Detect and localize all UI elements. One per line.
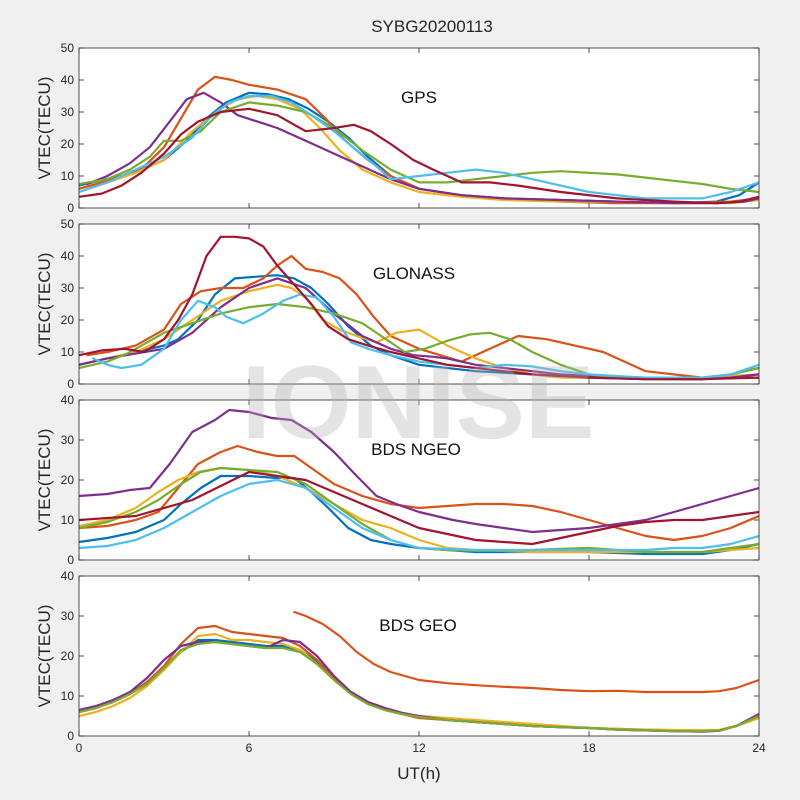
plot-area [79,400,759,560]
series-line-6 [92,293,759,379]
series-group [79,610,759,733]
y-tick-label: 0 [67,201,74,215]
y-tick-label: 40 [61,73,75,87]
series-line-7 [79,470,759,546]
series-line-7 [79,107,759,205]
y-tick-label: 20 [61,473,75,487]
y-axis-label: VTEC(TECU) [35,605,54,708]
series-line-6 [293,610,759,694]
panel-3: 0 10 20 30 40 VTEC(TECU) BDS NGEO [35,393,760,567]
series-line-6 [79,478,759,552]
y-tick-label: 30 [61,609,75,623]
y-tick-label: 40 [61,249,75,263]
y-tick-label: 10 [61,513,75,527]
y-tick-label: 30 [61,281,75,295]
y-tick-label: 10 [61,689,75,703]
x-tick-label: 18 [582,741,596,755]
panel-label: GLONASS [373,264,455,283]
series-line-7 [79,235,759,381]
panel-label: GPS [401,88,437,107]
y-tick-label: 20 [61,313,75,327]
y-tick-label: 40 [61,393,75,407]
y-axis-label: VTEC(TECU) [35,77,54,180]
plot-area [79,48,759,208]
series-line-3 [79,283,759,379]
y-tick-label: 10 [61,169,75,183]
series-group [79,408,759,556]
panels-group: 0 10 20 30 40 50 VTEC(TECU) GPS 0 10 20 30 40 50 VTEC(… [35,41,766,755]
x-tick-label: 24 [752,741,766,755]
x-tick-label: 12 [412,741,426,755]
y-tick-label: 0 [67,553,74,567]
y-axis-label: VTEC(TECU) [35,429,54,532]
x-tick-label: 6 [246,741,253,755]
series-line-5 [79,640,759,733]
panel-2: 0 10 20 30 40 50 VTEC(TECU) GLONASS [35,217,760,391]
y-tick-label: 20 [61,649,75,663]
x-axis-label: UT(h) [397,764,440,783]
y-tick-label: 0 [67,377,74,391]
watermark: IONISE [242,345,595,461]
series-line-5 [79,466,759,554]
plot-area [79,576,759,736]
y-tick-label: 40 [61,569,75,583]
y-tick-label: 10 [61,345,75,359]
y-tick-label: 30 [61,105,75,119]
y-tick-label: 0 [67,729,74,743]
series-group [79,75,759,205]
y-tick-label: 50 [61,217,75,231]
series-group [79,235,759,381]
x-tick-label: 0 [76,741,83,755]
y-axis-label: VTEC(TECU) [35,253,54,356]
series-line-2 [86,254,759,379]
series-line-4 [79,408,759,534]
series-line-6 [79,94,759,200]
panel-4: 0 10 20 30 40 0 6 12 18 24 VTEC(TECU) BDS GEO [35,569,766,755]
panel-label: BDS GEO [379,616,456,635]
chart-title: SYBG20200113 [371,17,493,36]
series-line-5 [79,101,759,194]
series-line-4 [86,91,759,205]
y-tick-label: 30 [61,433,75,447]
panel-1: 0 10 20 30 40 50 VTEC(TECU) GPS [35,41,760,215]
panel-label: BDS NGEO [371,440,461,459]
y-tick-label: 50 [61,41,75,55]
y-tick-label: 20 [61,137,75,151]
